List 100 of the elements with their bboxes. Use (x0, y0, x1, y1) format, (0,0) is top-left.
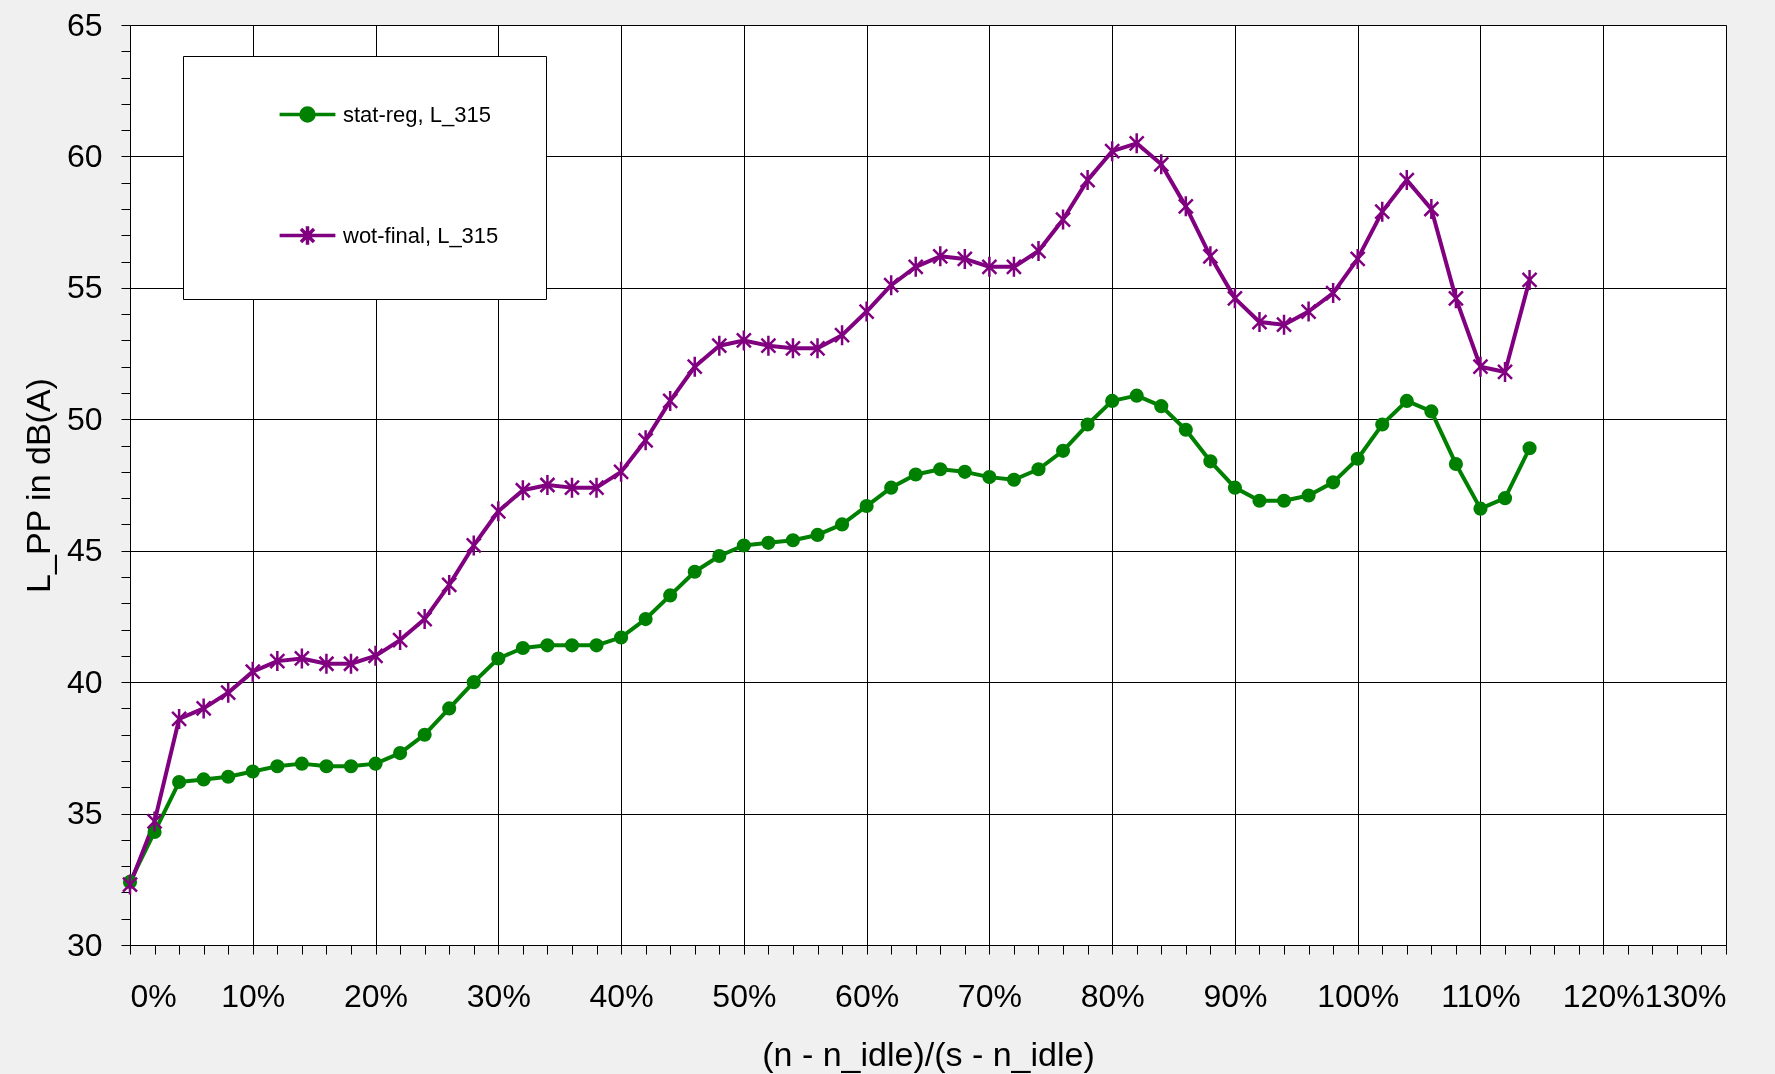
point (784, 337, 802, 360)
point (981, 255, 998, 279)
point (1055, 443, 1071, 458)
point (785, 533, 801, 548)
point (661, 389, 679, 413)
legend-label: wot-final, L_315 (342, 222, 499, 248)
x-tick-label: 60% (835, 977, 900, 1014)
point (736, 538, 751, 553)
point (1080, 417, 1095, 432)
x-tick-label: 80% (1080, 977, 1145, 1014)
point (121, 873, 139, 896)
point (1079, 168, 1096, 192)
point (219, 681, 237, 704)
point (712, 548, 727, 564)
point (319, 759, 334, 774)
point (342, 652, 360, 675)
point (1006, 472, 1022, 487)
y-tick-label: 50 (66, 400, 103, 437)
point (1496, 360, 1514, 384)
point (711, 334, 728, 357)
point (343, 759, 359, 774)
point (514, 479, 532, 502)
x-tick-label: 0% (130, 977, 177, 1014)
point (416, 607, 433, 631)
point (466, 675, 481, 690)
point (809, 337, 826, 360)
point (170, 707, 188, 731)
y-tick-label: 65 (66, 6, 103, 43)
x-tick-label: 120% (1562, 977, 1645, 1014)
point (687, 564, 702, 579)
x-tick-label: 20% (344, 977, 409, 1014)
point (294, 756, 309, 771)
point (368, 756, 383, 771)
point (908, 467, 923, 482)
point (490, 500, 507, 523)
point (563, 476, 581, 499)
point (244, 660, 262, 683)
point (760, 334, 777, 357)
point (1129, 388, 1144, 403)
point (663, 588, 678, 603)
point (172, 774, 187, 790)
point (858, 300, 875, 323)
point (1227, 480, 1242, 495)
point (686, 355, 703, 378)
point (270, 759, 285, 774)
point (195, 697, 212, 720)
point (540, 638, 555, 653)
y-tick-label: 55 (66, 269, 103, 306)
point (367, 644, 384, 668)
point (1128, 132, 1145, 155)
y-axis-title: L_PP in dB(A) (18, 378, 57, 593)
point (933, 462, 948, 477)
x-tick-label: 110% (1441, 977, 1521, 1014)
x-tick-label: 50% (712, 977, 777, 1014)
point (1326, 475, 1341, 490)
point (859, 498, 874, 514)
point (932, 245, 949, 268)
point (1276, 493, 1292, 508)
y-tick-label: 30 (66, 926, 103, 963)
point (245, 764, 260, 779)
x-tick-label: 30% (466, 977, 531, 1014)
point (1375, 417, 1390, 432)
point (1202, 245, 1219, 268)
point (1203, 454, 1218, 469)
point (810, 527, 825, 542)
point (1473, 501, 1488, 516)
point (221, 769, 236, 784)
point (318, 652, 335, 675)
y-tick-label: 60 (66, 137, 103, 174)
point (1301, 488, 1316, 503)
point (1251, 310, 1268, 334)
y-tick-label: 35 (66, 795, 103, 832)
point (1447, 287, 1465, 310)
point (1030, 239, 1047, 263)
point (393, 746, 408, 761)
x-tick-label: 100% (1317, 977, 1400, 1014)
point (1178, 422, 1193, 437)
point (1374, 200, 1391, 223)
point (884, 480, 899, 495)
point (1472, 355, 1489, 378)
x-tick-label: 130% (1644, 977, 1727, 1014)
y-tick-label: 45 (66, 532, 103, 569)
point (564, 638, 580, 653)
point (293, 647, 311, 670)
point (146, 810, 163, 833)
point (1103, 139, 1121, 163)
point (196, 772, 211, 787)
point (1448, 456, 1463, 472)
point (1521, 268, 1538, 292)
point (391, 628, 409, 652)
point (515, 640, 530, 656)
point (1350, 451, 1365, 466)
point (440, 573, 458, 597)
x-tick-label: 70% (957, 977, 1022, 1014)
y-tick-label: 40 (66, 663, 103, 700)
point (1252, 493, 1267, 508)
point (442, 701, 457, 716)
point (1105, 393, 1120, 408)
point (588, 476, 605, 499)
point (833, 323, 851, 347)
